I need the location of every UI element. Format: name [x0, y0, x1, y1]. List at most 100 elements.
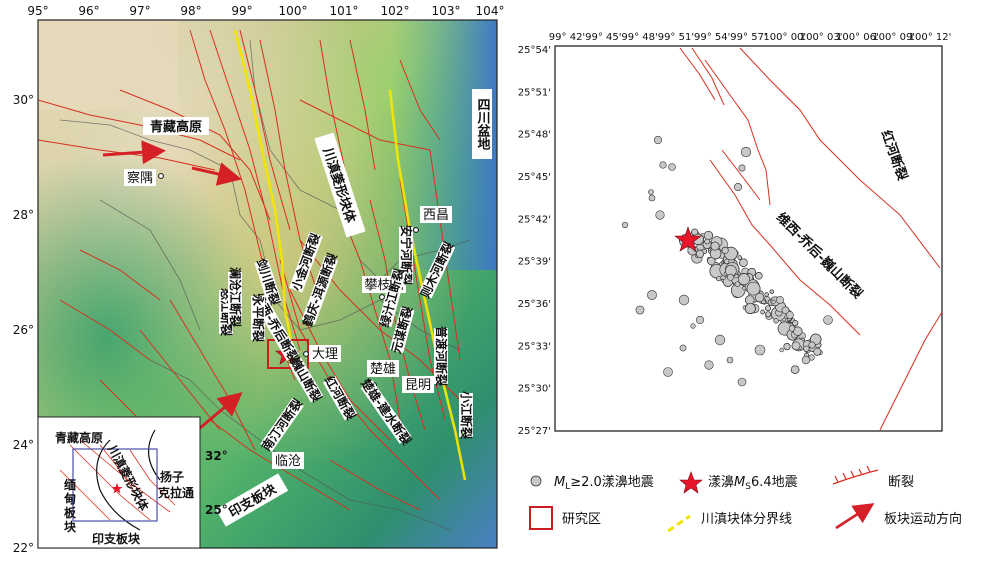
lat-tick: 28° — [13, 208, 34, 222]
earthquake-point — [742, 286, 747, 291]
lon-tick: 101° — [330, 4, 359, 18]
inset-yangzi-1: 扬子 — [160, 469, 184, 484]
study-area-map: 99° 42' 99° 45' 99° 48' 99° 51' 99° 54' 99° 5… — [518, 32, 952, 437]
lon-tick: 102° — [381, 4, 410, 18]
earthquake-point — [808, 341, 816, 349]
earthquake-point — [621, 221, 629, 229]
earthquake-point — [788, 325, 796, 332]
earthquake-point — [761, 299, 766, 304]
earthquake-point — [703, 231, 713, 241]
study-lon-tick: 100° 03' — [800, 32, 843, 43]
earthquake-point — [779, 347, 784, 353]
fault-yongping: 永平断裂 — [251, 293, 266, 342]
earthquake-point — [655, 210, 665, 220]
earthquake-points — [621, 135, 833, 387]
earthquake-point — [760, 309, 765, 315]
study-lon-tick: 99° 45' — [585, 32, 621, 43]
study-lon-tick: 99° 48' — [621, 32, 657, 43]
lon-tick: 100° — [279, 4, 308, 18]
study-lat-tick: 25°30' — [518, 384, 551, 395]
earthquake-point — [635, 305, 645, 315]
earthquake-point — [726, 356, 734, 364]
earthquake-point — [710, 241, 720, 251]
study-lat-tick: 25°54' — [518, 45, 551, 56]
legend-star-icon — [679, 471, 703, 494]
inset-miandian: 甸 — [63, 491, 76, 506]
earthquake-point — [737, 255, 742, 260]
earthquake-point — [765, 311, 771, 318]
earthquake-point — [663, 367, 673, 377]
lon-tick: 104° — [476, 4, 505, 18]
fault-xiaojiang: 小江断裂 — [459, 391, 474, 439]
block-boundary — [233, 29, 467, 481]
lon-tick: 95° — [27, 4, 48, 18]
earthquake-point — [733, 183, 742, 192]
legend-fault: 断裂 — [888, 475, 914, 490]
study-lon-tick: 99° 42' — [549, 32, 585, 43]
earthquake-point — [769, 289, 774, 294]
regional-lon-ticks: 95° 96° 97° 98° 99° 100° 101° 102° 103° … — [27, 4, 504, 18]
study-lon-tick: 100° 12' — [909, 32, 952, 43]
study-lon-tick: 100° 00' — [763, 32, 806, 43]
earthquake-point — [771, 299, 776, 304]
regional-map: 95° 96° 97° 98° 99° 100° 101° 102° 103° … — [13, 4, 505, 555]
earthquake-point — [714, 334, 726, 346]
city-lincang: 临沧 — [275, 453, 301, 469]
earthquake-point — [648, 194, 656, 202]
earthquake-point — [738, 164, 746, 172]
earthquake-point — [744, 303, 756, 314]
earthquake-point — [786, 311, 794, 319]
earthquake-point — [792, 320, 799, 327]
study-lat-tick: 25°27' — [518, 426, 551, 437]
lat-tick: 22° — [13, 541, 34, 555]
earthquake-point — [740, 146, 752, 158]
mainshock-star-icon — [674, 226, 702, 252]
legend-arrow-icon — [835, 503, 875, 530]
legend-quake-icon — [530, 475, 542, 487]
study-lat-tick: 25°33' — [518, 341, 551, 352]
study-map-frame — [554, 45, 943, 432]
earthquake-point — [773, 318, 779, 324]
study-lon-ticks: 99° 42' 99° 45' 99° 48' 99° 51' 99° 54' 99° 5… — [549, 32, 952, 43]
study-lat-ticks: 25°54' 25°51' 25°48' 25°45' 25°42' 25°39' 25°3… — [518, 45, 551, 437]
regional-lat-ticks: 30° 28° 26° 24° 22° — [13, 93, 34, 555]
inset-qingzang: 青藏高原 — [55, 430, 103, 445]
earthquake-point — [695, 315, 705, 325]
earthquake-point — [781, 306, 790, 315]
earthquake-point — [783, 343, 791, 351]
inset-map: 青藏高原 川滇菱形块体 扬子 克拉通 缅 甸 板 块 印支板块 32° 25° — [37, 416, 228, 549]
legend-mainshock: 漾濞MS6.4地震 — [708, 475, 798, 492]
earthquake-point — [737, 377, 747, 387]
earthquake-point — [659, 161, 667, 169]
study-lon-tick: 100° 06' — [836, 32, 879, 43]
earthquake-point — [678, 294, 690, 306]
lat-tick: 24° — [13, 438, 34, 452]
study-lat-tick: 25°51' — [518, 87, 551, 98]
study-lat-tick: 25°39' — [518, 257, 551, 268]
regional-map-frame — [37, 19, 498, 549]
inset-lat-25: 25° — [205, 503, 228, 517]
lon-tick: 103° — [432, 4, 461, 18]
legend-boundary-icon — [667, 514, 691, 533]
earthquake-point — [801, 355, 811, 365]
earthquake-point — [690, 323, 696, 329]
label-sichuan: 四川盆地 — [475, 98, 492, 151]
study-lat-tick: 25°45' — [518, 172, 551, 183]
study-faults — [679, 47, 943, 431]
lon-tick: 99° — [231, 4, 252, 18]
study-lon-tick: 100° 09' — [872, 32, 915, 43]
fault-puduhe: 普渡河断裂 — [434, 326, 449, 386]
earthquake-point — [679, 344, 687, 352]
earthquake-point — [647, 290, 657, 300]
legend-study-area: 研究区 — [562, 512, 601, 527]
study-lon-tick: 99° 57' — [730, 32, 766, 43]
lon-tick: 96° — [78, 4, 99, 18]
earthquake-point — [726, 273, 734, 281]
earthquake-point — [648, 189, 654, 195]
earthquake-point — [704, 238, 711, 245]
earthquake-point — [739, 258, 748, 267]
study-lon-tick: 99° 54' — [694, 32, 730, 43]
lat-tick: 26° — [13, 323, 34, 337]
city-chuxiong: 楚雄 — [370, 362, 396, 377]
